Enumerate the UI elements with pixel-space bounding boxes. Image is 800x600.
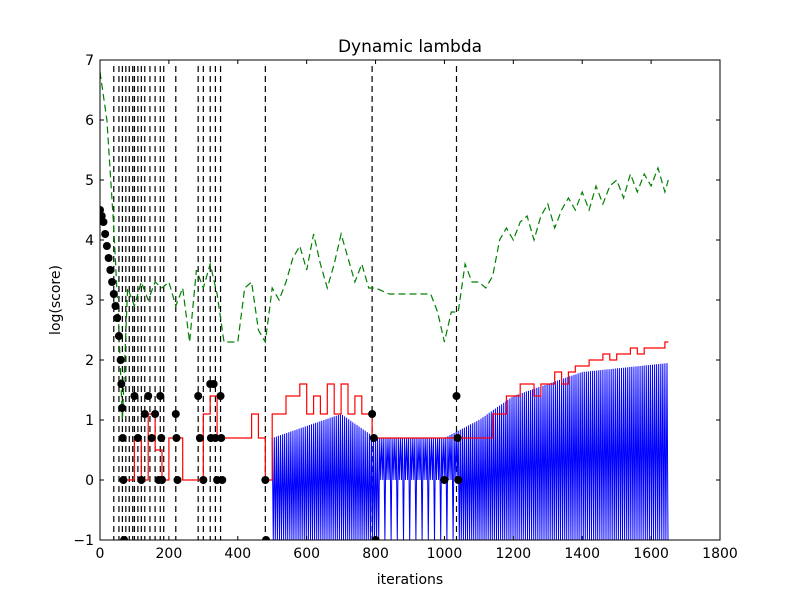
x-tick-label: 1800: [702, 546, 738, 562]
black-marker-point: [440, 476, 449, 484]
x-tick-label: 600: [293, 546, 320, 562]
black-marker-point: [156, 392, 165, 400]
black-marker-point: [118, 434, 127, 442]
black-marker-point: [116, 356, 125, 364]
x-tick-label: 1200: [496, 546, 532, 562]
x-tick-label: 1600: [633, 546, 669, 562]
black-marker-point: [130, 392, 139, 400]
black-marker-point: [108, 278, 117, 286]
black-marker-point: [104, 254, 113, 262]
black-marker-point: [195, 434, 204, 442]
green-series-line: [100, 71, 669, 421]
x-tick-label: 0: [96, 546, 105, 562]
black-marker-point: [171, 410, 180, 418]
y-tick-label: 7: [85, 53, 94, 69]
black-marker-point: [199, 476, 208, 484]
y-tick-label: 5: [85, 173, 94, 189]
y-tick-label: 4: [85, 233, 94, 249]
black-marker-point: [172, 434, 181, 442]
black-marker-point: [100, 218, 108, 226]
y-tick-label: 3: [85, 293, 94, 309]
black-marker-point: [194, 392, 203, 400]
black-marker-point: [261, 476, 270, 484]
series-layer: [100, 66, 669, 540]
y-tick-label: 2: [85, 353, 94, 369]
y-tick-label: 6: [85, 113, 94, 129]
x-tick-label: 400: [224, 546, 251, 562]
black-marker-point: [218, 476, 227, 484]
x-tick-label: 1000: [427, 546, 463, 562]
black-marker-point: [173, 476, 182, 484]
black-marker-point: [157, 434, 166, 442]
blue-series-line: [271, 363, 669, 540]
black-marker-point: [453, 434, 462, 442]
black-marker-point: [137, 476, 146, 484]
red-series-line: [120, 341, 669, 481]
black-marker-point: [454, 476, 463, 484]
black-marker-point: [158, 476, 166, 484]
black-marker-point: [113, 314, 122, 322]
black-marker-point: [102, 242, 111, 250]
black-marker-point: [118, 404, 127, 412]
black-marker-point: [133, 434, 142, 442]
black-marker-point: [217, 434, 226, 442]
black-marker-point: [211, 434, 220, 442]
black-marker-point: [106, 266, 115, 274]
y-tick-label: −1: [73, 533, 94, 549]
black-marker-point: [119, 476, 128, 484]
x-tick-label: 200: [156, 546, 183, 562]
chart-title: Dynamic lambda: [338, 37, 482, 57]
black-marker-point: [144, 392, 153, 400]
black-marker-point: [111, 302, 120, 310]
y-tick-label: 1: [85, 413, 94, 429]
x-tick-label: 800: [362, 546, 389, 562]
black-marker-point: [262, 536, 271, 540]
y-axis-label: log(score): [48, 265, 64, 335]
x-axis: 0 200 400 600 800 1000 1200 1400 1600 1800: [96, 60, 738, 562]
black-marker-point: [120, 536, 129, 540]
black-marker-point: [216, 392, 225, 400]
black-marker-point: [369, 434, 378, 442]
black-marker-point: [109, 290, 118, 298]
black-marker-point: [140, 410, 149, 418]
black-marker-point: [147, 434, 156, 442]
black-marker-point: [100, 206, 104, 214]
black-marker-point: [209, 380, 218, 388]
y-axis: −1 0 1 2 3 4 5 6 7: [73, 53, 720, 549]
black-marker-point: [151, 410, 160, 418]
y-tick-label: 0: [85, 473, 94, 489]
black-marker-point: [117, 380, 126, 388]
x-tick-label: 1400: [564, 546, 600, 562]
black-marker-point: [452, 392, 461, 400]
black-marker-point: [101, 230, 110, 238]
x-axis-label: iterations: [377, 572, 443, 588]
black-marker-point: [100, 212, 106, 220]
black-marker-point: [114, 332, 123, 340]
plot-area: [100, 66, 669, 540]
black-marker-point: [368, 410, 377, 418]
